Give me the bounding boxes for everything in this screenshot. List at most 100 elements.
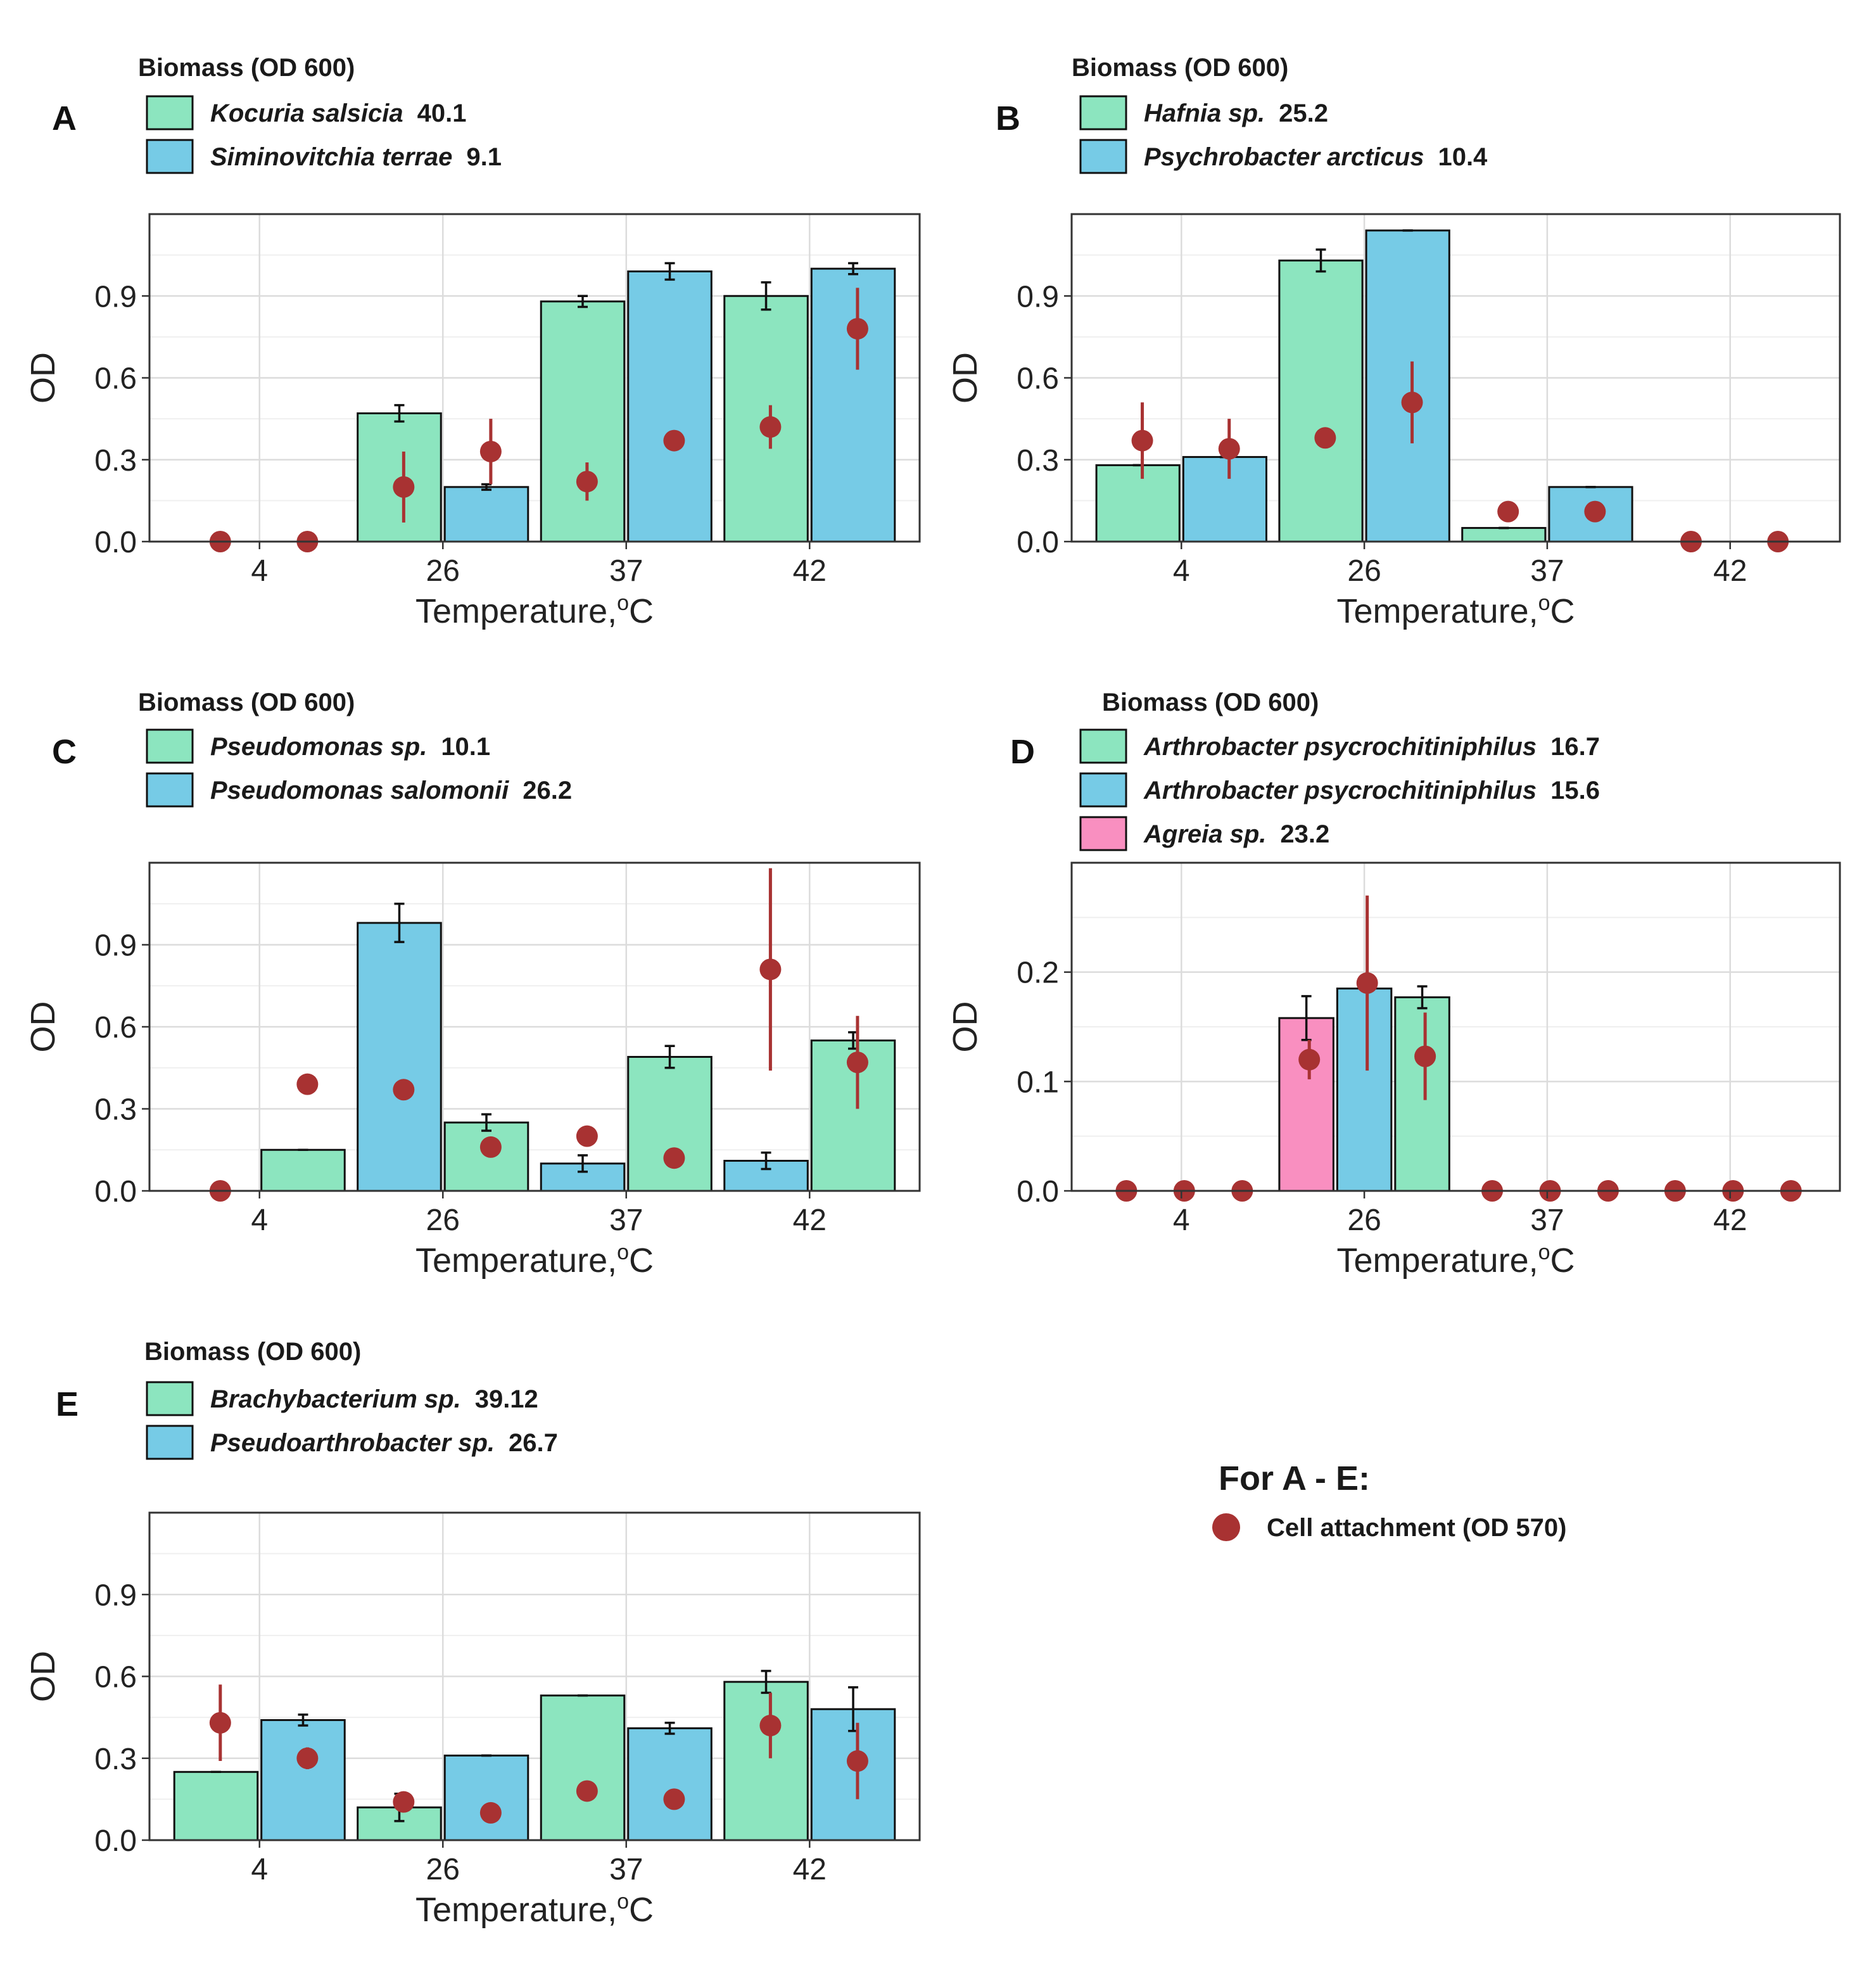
panel-letter: E bbox=[56, 1385, 79, 1423]
legend-species-name: Arthrobacter psycrochitiniphilus bbox=[1143, 733, 1537, 761]
y-tick-label: 0.0 bbox=[94, 1175, 137, 1209]
legend-value: 39.12 bbox=[475, 1385, 538, 1413]
attachment-point bbox=[846, 317, 868, 340]
panel-D: Biomass (OD 600) D Arthrobacter psycrochit… bbox=[946, 689, 1841, 1280]
x-tick-label: 26 bbox=[426, 1853, 460, 1886]
legend-species-name: Psychrobacter arcticus bbox=[1144, 143, 1424, 171]
x-tick-label: 4 bbox=[251, 554, 268, 588]
panel-letter: A bbox=[52, 99, 77, 137]
panel-letter: C bbox=[52, 733, 77, 771]
legend-swatch-pink bbox=[1079, 816, 1127, 851]
bar-blue bbox=[357, 922, 442, 1192]
attachment-point bbox=[1401, 391, 1423, 414]
attachment-point bbox=[1298, 1048, 1321, 1071]
attachment-point bbox=[663, 1788, 685, 1810]
plot-frame bbox=[1070, 213, 1841, 543]
bar-green bbox=[540, 1694, 626, 1841]
legend-value: 16.7 bbox=[1550, 733, 1600, 761]
y-tick-label: 0.9 bbox=[94, 1579, 137, 1612]
legend-value: 26.2 bbox=[523, 777, 572, 804]
attachment-point bbox=[479, 1802, 502, 1824]
x-tick-label: 26 bbox=[1347, 1204, 1381, 1237]
bar-blue bbox=[443, 1754, 529, 1841]
global-legend-title: For A - E: bbox=[1219, 1459, 1370, 1497]
x-tick-label: 37 bbox=[609, 554, 643, 588]
plot-frame bbox=[148, 213, 921, 543]
x-tick-label: 4 bbox=[1173, 554, 1190, 588]
attachment-point bbox=[1497, 500, 1519, 523]
legend-title: Biomass (OD 600) bbox=[138, 54, 355, 82]
attachment-point bbox=[296, 1073, 319, 1095]
legend-species-name: Pseudomonas sp. bbox=[210, 733, 427, 761]
legend-swatch-green bbox=[146, 728, 194, 764]
legend-value: 25.2 bbox=[1279, 99, 1328, 127]
panel-E: Biomass (OD 600) E Brachybacterium sp. 39.1… bbox=[24, 1338, 921, 1929]
y-tick-label: 0.6 bbox=[94, 1661, 137, 1694]
x-tick-label: 4 bbox=[1173, 1204, 1190, 1237]
x-axis-title: Temperature,oC bbox=[415, 591, 654, 630]
x-axis-title: Temperature,oC bbox=[1336, 591, 1575, 630]
x-tick-label: 42 bbox=[793, 1204, 827, 1237]
panel-letter: B bbox=[996, 99, 1020, 137]
y-tick-label: 0.1 bbox=[1017, 1065, 1059, 1099]
y-tick-label: 0.9 bbox=[94, 929, 137, 963]
global-legend-label: Cell attachment (OD 570) bbox=[1267, 1514, 1566, 1542]
attachment-point bbox=[1314, 427, 1336, 449]
legend-title: Biomass (OD 600) bbox=[144, 1338, 361, 1366]
y-tick-label: 0.9 bbox=[94, 280, 137, 314]
legend-swatch-green bbox=[1079, 728, 1127, 764]
legend-value: 10.1 bbox=[441, 733, 490, 761]
y-tick-label: 0.0 bbox=[94, 526, 137, 559]
y-axis-title: OD bbox=[24, 352, 62, 404]
legend-value: 40.1 bbox=[417, 99, 467, 127]
x-tick-label: 37 bbox=[609, 1853, 643, 1886]
x-tick-label: 26 bbox=[1347, 554, 1381, 588]
legend-value: 23.2 bbox=[1280, 820, 1329, 848]
x-tick-label: 42 bbox=[793, 1853, 827, 1886]
y-tick-label: 0.0 bbox=[1017, 1175, 1059, 1209]
legend-swatch-blue bbox=[1079, 772, 1127, 808]
bar-green bbox=[723, 1681, 809, 1841]
legend-value: 26.7 bbox=[509, 1429, 558, 1457]
bar-green bbox=[627, 1055, 713, 1192]
bar-blue bbox=[1365, 229, 1450, 543]
plot-frame bbox=[148, 1511, 921, 1841]
legend-species-name: Hafnia sp. bbox=[1144, 99, 1265, 127]
panel-C: Biomass (OD 600) C Pseudomonas sp. 10.1 Pseu… bbox=[24, 689, 921, 1280]
bar-pink bbox=[1278, 1017, 1334, 1192]
attachment-point bbox=[759, 958, 782, 981]
y-tick-label: 0.0 bbox=[94, 1824, 137, 1858]
plot-frame bbox=[1070, 861, 1841, 1192]
attachment-point bbox=[296, 1747, 319, 1769]
x-tick-label: 37 bbox=[1530, 554, 1564, 588]
legend-swatch-blue bbox=[146, 772, 194, 808]
legend-species-name: Pseudoarthrobacter sp. bbox=[210, 1429, 495, 1457]
bar-blue bbox=[260, 1719, 346, 1841]
bar-blue bbox=[810, 267, 896, 543]
legend-species-name: Brachybacterium sp. bbox=[210, 1385, 461, 1413]
attachment-point bbox=[759, 416, 782, 438]
bar-green bbox=[1394, 996, 1450, 1192]
legend-swatch-green bbox=[146, 1381, 194, 1416]
bar-blue bbox=[627, 1727, 713, 1841]
bar-blue bbox=[1336, 988, 1393, 1192]
x-tick-label: 42 bbox=[1713, 1204, 1747, 1237]
legend-title: Biomass (OD 600) bbox=[1072, 54, 1288, 82]
y-tick-label: 0.6 bbox=[1017, 362, 1059, 396]
legend-title: Biomass (OD 600) bbox=[1102, 689, 1319, 716]
y-tick-label: 0.3 bbox=[1017, 444, 1059, 478]
legend-swatch-green bbox=[1079, 95, 1127, 130]
bar-blue bbox=[443, 486, 529, 543]
x-tick-label: 26 bbox=[426, 554, 460, 588]
y-tick-label: 0.6 bbox=[94, 362, 137, 396]
attachment-point bbox=[1584, 500, 1606, 523]
panel-B: Biomass (OD 600) B Hafnia sp. 25.2 Psychroba… bbox=[946, 54, 1841, 630]
bar-green bbox=[173, 1770, 259, 1841]
legend-species-name: Siminovitchia terrae bbox=[210, 143, 452, 171]
bar-green bbox=[1278, 259, 1364, 543]
bar-green bbox=[1461, 526, 1547, 543]
y-tick-label: 0.3 bbox=[94, 1093, 137, 1127]
bar-green bbox=[540, 300, 626, 543]
plot-frame bbox=[148, 861, 921, 1192]
y-axis-title: OD bbox=[24, 1651, 62, 1702]
